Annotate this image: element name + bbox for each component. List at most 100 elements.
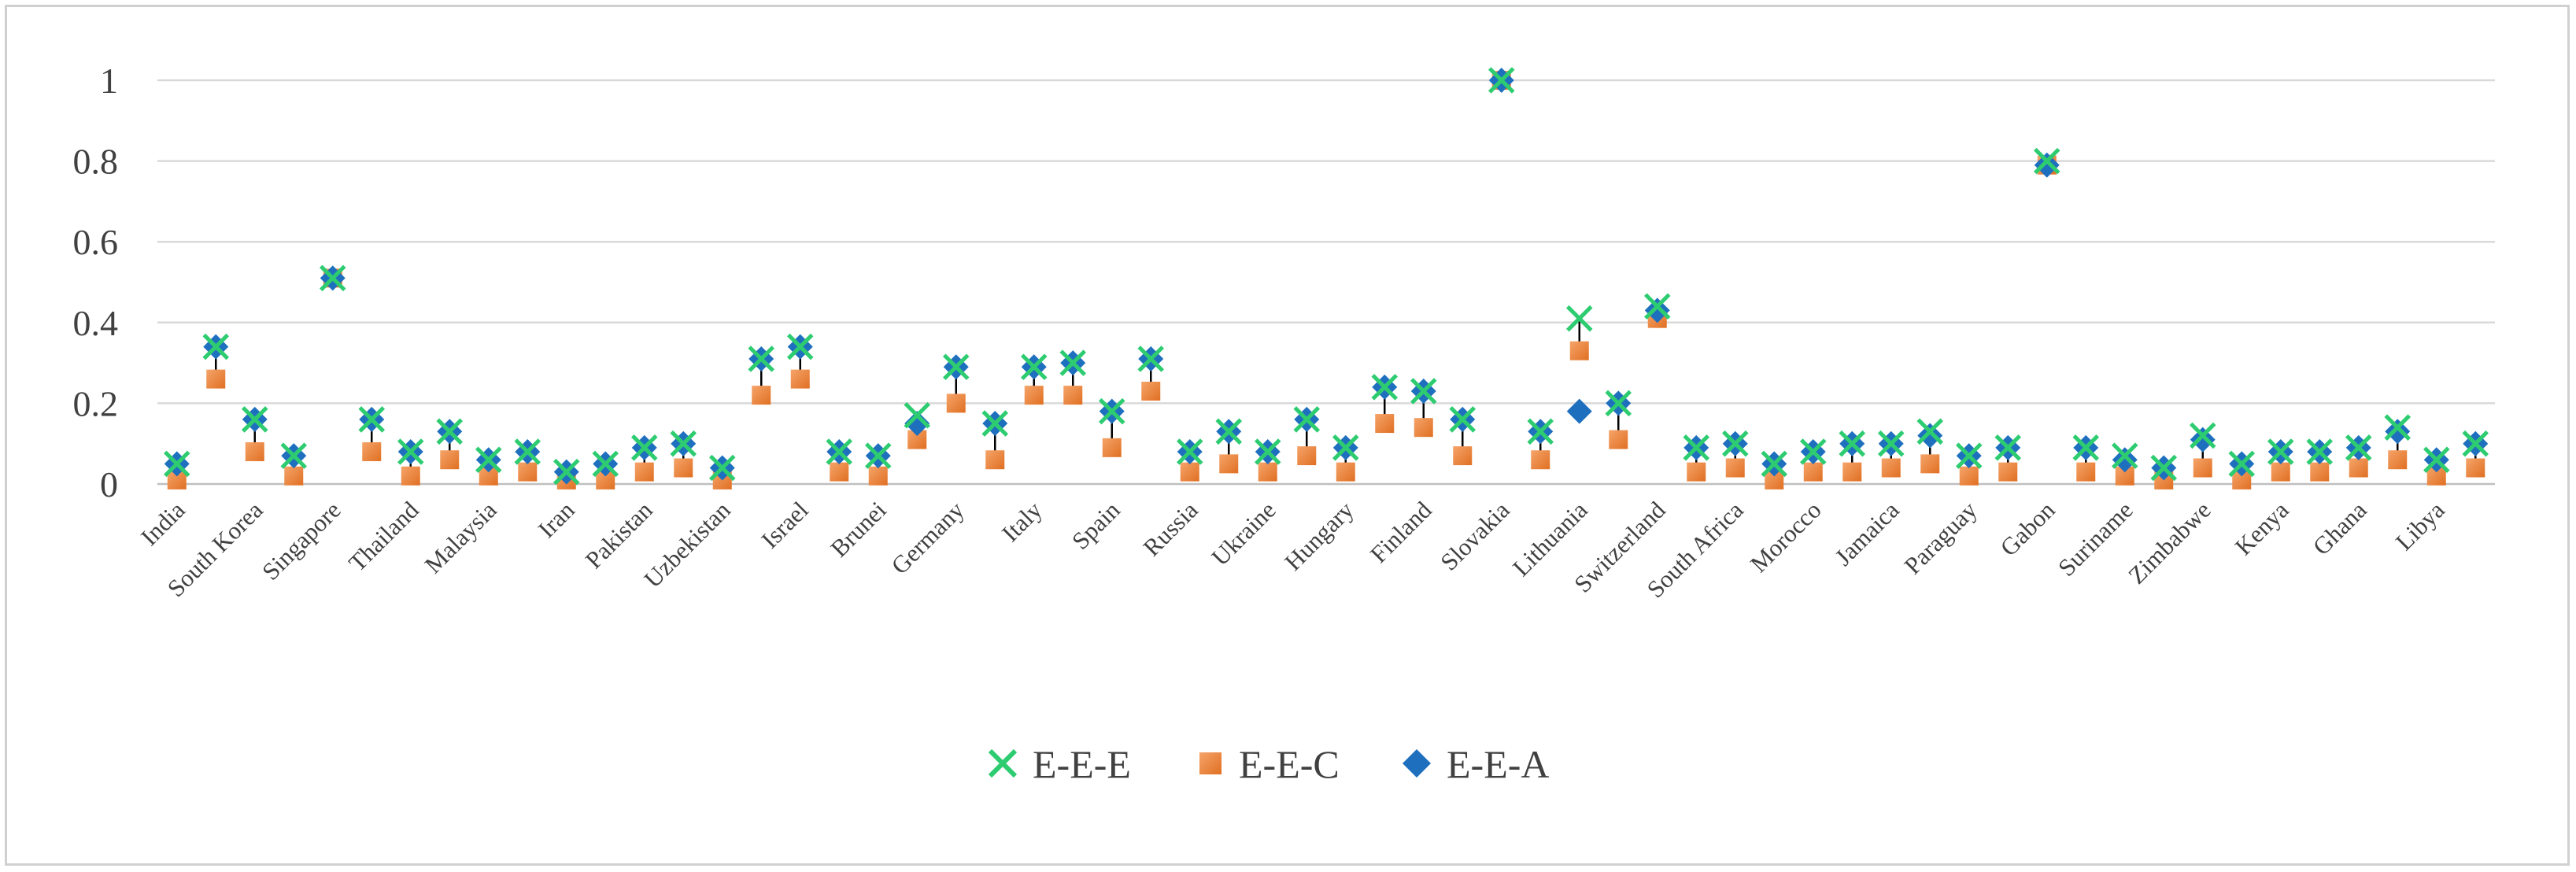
e-e-c-point <box>1453 446 1473 466</box>
e-e-e-point <box>864 442 892 469</box>
e-e-e-point <box>2306 438 2334 465</box>
e-e-c-point <box>362 442 382 461</box>
x-tick-label: Pakistan <box>580 496 658 574</box>
series-e-e-c <box>167 71 2485 490</box>
e-e-c-point <box>2310 462 2330 482</box>
e-e-c-point <box>1336 462 1355 482</box>
e-e-c-point <box>245 442 264 461</box>
e-e-e-point <box>163 450 190 478</box>
e-e-e-point <box>1605 390 1632 417</box>
e-e-c-point <box>1219 454 1239 474</box>
series-e-e-e <box>163 67 2489 486</box>
e-e-e-point <box>1293 406 1321 433</box>
e-e-c-point <box>830 462 849 482</box>
e-e-c-point <box>1959 466 1979 486</box>
e-e-e-point <box>592 450 619 478</box>
e-e-e-point <box>1721 430 1749 457</box>
e-e-c-point <box>674 458 693 478</box>
e-e-e-point <box>1215 418 1243 445</box>
x-tick-label: India <box>135 496 190 551</box>
e-e-c-point <box>1258 462 1277 482</box>
e-e-e-point <box>1137 345 1165 372</box>
e-e-e-point <box>1020 353 1048 380</box>
e-e-e-point <box>1955 442 1983 469</box>
e-e-c-point <box>1375 414 1395 434</box>
x-tick-label: Slovakia <box>1435 496 1515 576</box>
e-e-e-point <box>2228 450 2256 478</box>
e-e-e-point <box>514 438 541 465</box>
x-tick-label: Paraguay <box>1898 496 1983 580</box>
e-e-c-point <box>1842 462 1862 482</box>
e-e-a-point <box>2034 152 2060 178</box>
e-e-e-point <box>708 454 736 482</box>
e-e-c-point <box>1881 458 1901 478</box>
e-e-c-point <box>1803 462 1823 482</box>
e-e-e-point <box>2384 414 2412 441</box>
e-e-e-point <box>319 264 346 292</box>
x-tick-label: Germany <box>885 496 970 580</box>
e-e-e-point <box>1371 374 1399 401</box>
e-e-c-point <box>1725 458 1745 478</box>
e-e-c-point <box>1024 386 1044 405</box>
legend-marker-diamond <box>1403 749 1431 778</box>
x-tick-label: Israel <box>756 496 813 553</box>
e-e-c-point <box>790 369 810 389</box>
e-e-e-point <box>2267 438 2294 465</box>
e-e-e-point <box>1449 406 1476 433</box>
e-e-e-point <box>748 345 775 372</box>
e-e-c-point <box>1569 341 1589 360</box>
x-tick-label: Singapore <box>257 496 346 586</box>
x-tick-label: Hungary <box>1279 496 1359 576</box>
e-e-e-point <box>1488 67 1515 94</box>
e-e-c-point <box>1102 438 1122 457</box>
legend: E-E-E E-E-C E-E-A <box>988 742 1550 786</box>
x-tick-label: Gabon <box>1995 496 2061 562</box>
e-e-c-point <box>1141 382 1161 401</box>
e-e-e-point <box>2111 442 2138 469</box>
e-e-a-point <box>2190 427 2216 453</box>
e-e-e-point <box>280 442 308 469</box>
e-e-e-point <box>981 410 1009 437</box>
e-e-e-point <box>202 333 230 360</box>
x-tick-label: Libya <box>2390 496 2450 556</box>
x-tick-label: Ukraine <box>1206 496 1281 571</box>
e-e-c-point <box>868 466 888 486</box>
x-tick-label: Russia <box>1137 496 1203 561</box>
e-e-c-point <box>985 450 1005 470</box>
e-e-c-point <box>752 386 771 405</box>
e-e-c-point <box>1531 450 1550 470</box>
e-e-c-point <box>2466 458 2485 478</box>
e-e-e-point <box>2150 454 2178 482</box>
e-e-e-point <box>397 438 424 465</box>
e-e-c-point <box>2388 450 2408 470</box>
e-e-e-point <box>553 458 580 486</box>
e-e-e-point <box>1877 430 1905 457</box>
e-e-e-point <box>1565 305 1593 332</box>
e-e-c-point <box>440 450 460 470</box>
e-e-e-point <box>826 438 853 465</box>
e-e-c-point <box>1920 454 1940 474</box>
chart-frame <box>5 5 2570 866</box>
e-e-a-point <box>904 411 930 437</box>
x-tick-label: Zimbabwe <box>2123 496 2216 589</box>
e-e-c-point <box>1687 462 1706 482</box>
e-e-c-point <box>634 462 654 482</box>
e-e-a-point <box>2385 419 2411 445</box>
y-tick-label: 0.2 <box>73 383 119 423</box>
y-tick-label: 0.6 <box>73 222 119 262</box>
e-e-e-point <box>1761 450 1788 478</box>
e-e-c-point <box>284 466 304 486</box>
legend-marker-square <box>1199 752 1221 774</box>
x-tick-label: Uzbekistan <box>638 496 736 593</box>
e-e-e-point <box>2033 147 2060 175</box>
x-tick-label: Italy <box>996 496 1048 547</box>
y-axis-ticks: 0 0.2 0.4 0.6 0.8 1 <box>73 61 119 504</box>
e-e-e-point <box>475 446 502 473</box>
e-e-c-point <box>946 394 966 413</box>
y-tick-label: 0.4 <box>73 303 119 343</box>
e-e-c-point <box>2193 458 2212 478</box>
e-e-c-point <box>2349 458 2368 478</box>
e-e-e-point <box>786 333 814 360</box>
